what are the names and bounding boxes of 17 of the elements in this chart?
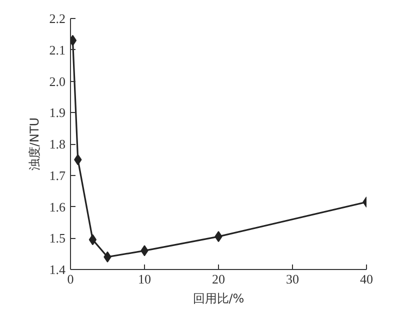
y-tick-label: 2.0 (49, 74, 66, 89)
y-tick-label: 1.9 (49, 105, 66, 120)
y-tick-label: 2.1 (49, 42, 66, 58)
x-tick-label: 20 (212, 272, 225, 286)
y-tick-label: 1.8 (49, 136, 66, 152)
y-tick-label: 1.4 (49, 262, 66, 277)
y-tick-label: 1.6 (49, 199, 66, 214)
x-tick-label: 0 (67, 272, 74, 286)
x-tick-label: 10 (138, 272, 151, 286)
y-tick-label: 1.7 (49, 168, 66, 183)
y-tick-label: 1.5 (49, 230, 66, 246)
x-axis-title: 回用比/% (192, 292, 244, 306)
y-axis-title: 浊度/NTU (27, 117, 42, 171)
point (88, 234, 97, 246)
x-tick-label: 30 (286, 272, 299, 286)
y-tick-label: 2.2 (49, 11, 66, 26)
x-tick-label: 40 (360, 272, 373, 286)
